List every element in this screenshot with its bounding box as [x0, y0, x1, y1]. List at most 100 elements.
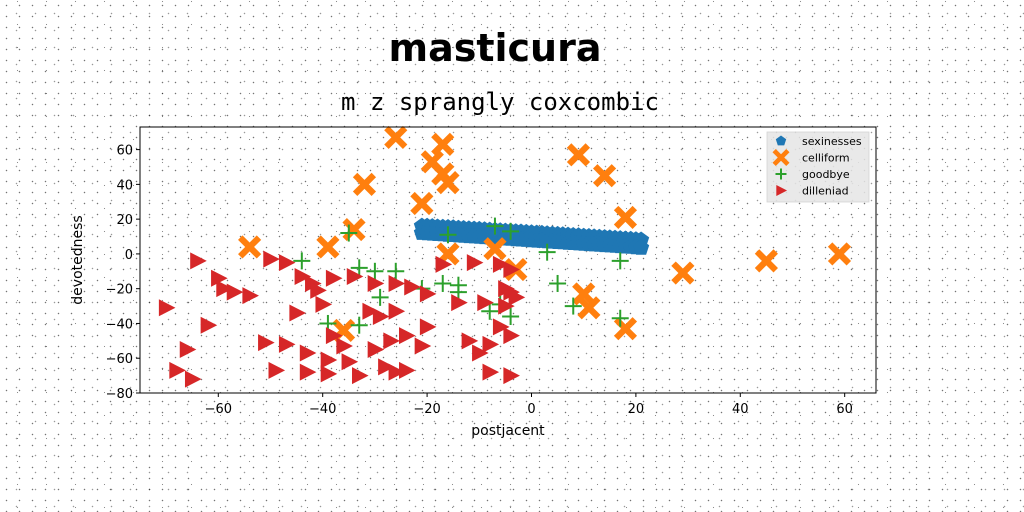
dilleniad-point — [242, 287, 259, 305]
legend-label: celliform — [802, 152, 850, 165]
goodbye-point — [340, 224, 358, 242]
dilleniad-point — [419, 318, 437, 336]
goodbye-point — [564, 297, 582, 315]
dilleniad-point — [226, 283, 244, 301]
dilleniad-point — [419, 285, 437, 303]
goodbye-point — [611, 309, 629, 327]
dilleniad-point — [325, 269, 343, 287]
dilleniad-point — [310, 281, 327, 299]
dilleniad-point — [268, 361, 286, 379]
y-tick-label: −60 — [106, 352, 133, 367]
dilleniad-point — [158, 299, 176, 317]
dilleniad-point — [190, 252, 207, 270]
goodbye-point — [611, 252, 629, 270]
legend-label: dilleniad — [802, 185, 849, 198]
celliform-point — [410, 191, 434, 216]
dilleniad-point — [404, 278, 421, 296]
sexinesses-point — [633, 239, 650, 255]
y-tick-label: 0 — [125, 248, 133, 263]
celliform-point — [572, 282, 596, 306]
goodbye-point — [439, 226, 457, 244]
celliform-point — [566, 143, 591, 167]
dilleniad-point — [398, 327, 416, 345]
x-tick-label: 0 — [527, 402, 535, 417]
dilleniad-point — [211, 269, 228, 287]
dilleniad-point — [435, 255, 453, 273]
dilleniad-point — [320, 351, 338, 369]
dilleniad-point — [336, 337, 353, 355]
celliform-point — [436, 171, 460, 195]
celliform-point — [827, 242, 852, 266]
goodbye-point — [502, 308, 520, 326]
dilleniad-point — [299, 344, 317, 362]
x-tick-label: 60 — [836, 402, 853, 417]
celliform-point — [316, 235, 340, 259]
y-tick-label: −20 — [106, 283, 133, 298]
dilleniad-point — [508, 288, 526, 306]
dilleniad-point — [294, 268, 312, 286]
plot-area — [158, 125, 852, 388]
goodbye-point — [486, 217, 504, 235]
dilleniad-point — [461, 332, 479, 350]
x-axis: −60 −40 −20 0 20 40 60 — [205, 393, 853, 417]
dilleniad-point — [325, 327, 343, 345]
goodbye-point — [366, 262, 384, 280]
y-tick-label: 40 — [116, 178, 133, 193]
celliform-point — [577, 296, 601, 320]
dilleniad-point — [184, 370, 202, 388]
dilleniad-point — [320, 365, 338, 383]
dilleniad-point — [258, 334, 275, 352]
dilleniad-point — [315, 295, 333, 313]
goodbye-point — [371, 288, 389, 306]
celliform-point — [384, 125, 408, 150]
celliform-point — [483, 237, 507, 261]
legend-marker-dilleniad — [776, 185, 788, 196]
legend-label: sexinesses — [802, 135, 862, 148]
dilleniad-point — [367, 341, 385, 359]
celliform-point — [238, 235, 262, 259]
x-tick-label: −40 — [309, 402, 336, 417]
goodbye-point — [549, 274, 567, 292]
dilleniad-point — [299, 363, 317, 381]
dilleniad-point — [388, 363, 406, 381]
dilleniad-point — [388, 274, 406, 292]
dilleniad-point — [492, 255, 510, 273]
goodbye-point — [387, 262, 405, 280]
dilleniad-point — [263, 250, 280, 268]
dilleniad-point — [398, 361, 416, 379]
dilleniad-point — [179, 341, 197, 359]
dilleniad-point — [278, 254, 296, 272]
x-tick-label: 40 — [732, 402, 749, 417]
dilleniad-point — [362, 302, 380, 320]
celliform-point — [671, 261, 695, 285]
x-axis-label: postjacent — [471, 423, 545, 439]
legend: sexinesses celliform goodbye dilleniad — [766, 131, 870, 203]
celliform-point — [431, 132, 455, 156]
dilleniad-point — [346, 268, 364, 286]
goodbye-point — [350, 259, 368, 277]
x-tick-label: −60 — [205, 402, 232, 417]
chart-title: masticura — [388, 26, 602, 70]
goodbye-point — [481, 302, 499, 320]
dilleniad-point — [367, 274, 385, 292]
dilleniad-point — [477, 294, 494, 312]
dilleniad-point — [278, 335, 296, 353]
y-axis: −80 −60 −40 −20 0 20 40 60 — [106, 144, 140, 402]
goodbye-point — [502, 222, 520, 240]
dilleniad-point — [482, 363, 500, 381]
celliform-point — [592, 164, 617, 188]
dilleniad-point — [305, 274, 322, 292]
dilleniad-point — [498, 297, 515, 315]
x-tick-label: −20 — [413, 402, 440, 417]
dilleniad-point — [482, 335, 500, 353]
y-tick-label: −80 — [106, 387, 133, 402]
dilleniad-point — [503, 327, 520, 345]
y-axis-label: devotedness — [70, 215, 86, 304]
dilleniad-point — [169, 361, 186, 379]
goodbye-point — [538, 243, 556, 261]
dilleniad-point — [341, 353, 359, 371]
x-tick-label: 20 — [628, 402, 645, 417]
goodbye-point — [293, 252, 311, 270]
dilleniad-point — [472, 344, 489, 362]
